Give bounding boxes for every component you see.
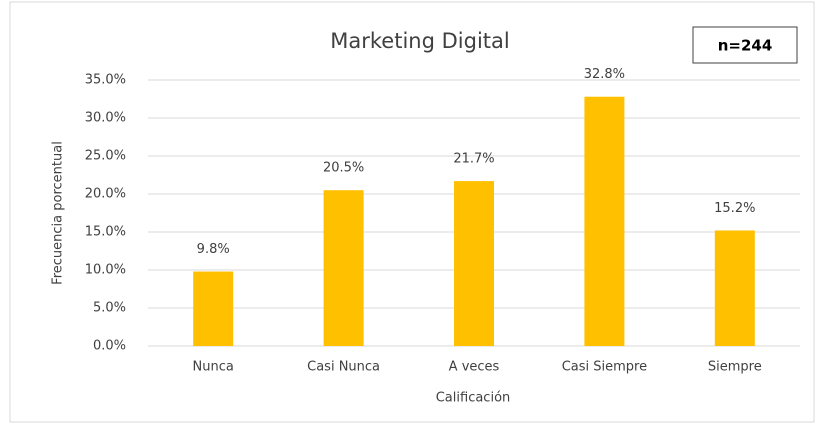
chart-border bbox=[9, 1, 815, 423]
value-label: 20.5% bbox=[323, 161, 364, 176]
bar bbox=[714, 230, 755, 346]
x-tick-label: Casi Siempre bbox=[562, 360, 647, 375]
value-label: 21.7% bbox=[453, 152, 494, 167]
annotation-box bbox=[692, 26, 798, 64]
bar bbox=[323, 190, 364, 346]
y-tick-label: 5.0% bbox=[93, 301, 126, 316]
x-tick-label: Casi Nunca bbox=[307, 360, 380, 375]
y-tick-label: 15.0% bbox=[85, 225, 126, 240]
value-label: 32.8% bbox=[584, 67, 625, 82]
value-label: 15.2% bbox=[714, 201, 755, 216]
y-tick-label: 20.0% bbox=[85, 187, 126, 202]
bar bbox=[584, 96, 625, 346]
y-tick-label: 0.0% bbox=[93, 339, 126, 354]
chart-title: Marketing Digital bbox=[330, 29, 509, 53]
x-tick-label: Nunca bbox=[193, 360, 234, 375]
y-tick-label: 35.0% bbox=[85, 73, 126, 88]
x-axis-label: Calificación bbox=[436, 391, 511, 406]
y-axis-label: Frecuencia porcentual bbox=[51, 141, 66, 285]
y-tick-label: 10.0% bbox=[85, 263, 126, 278]
x-tick-label: A veces bbox=[449, 360, 500, 375]
bar bbox=[454, 181, 494, 346]
y-tick-label: 30.0% bbox=[85, 111, 126, 126]
x-tick-label: Siempre bbox=[708, 360, 762, 375]
value-label: 9.8% bbox=[197, 242, 230, 257]
bar bbox=[193, 271, 234, 346]
annotation: n=244 bbox=[718, 37, 773, 55]
y-tick-label: 25.0% bbox=[85, 149, 126, 164]
